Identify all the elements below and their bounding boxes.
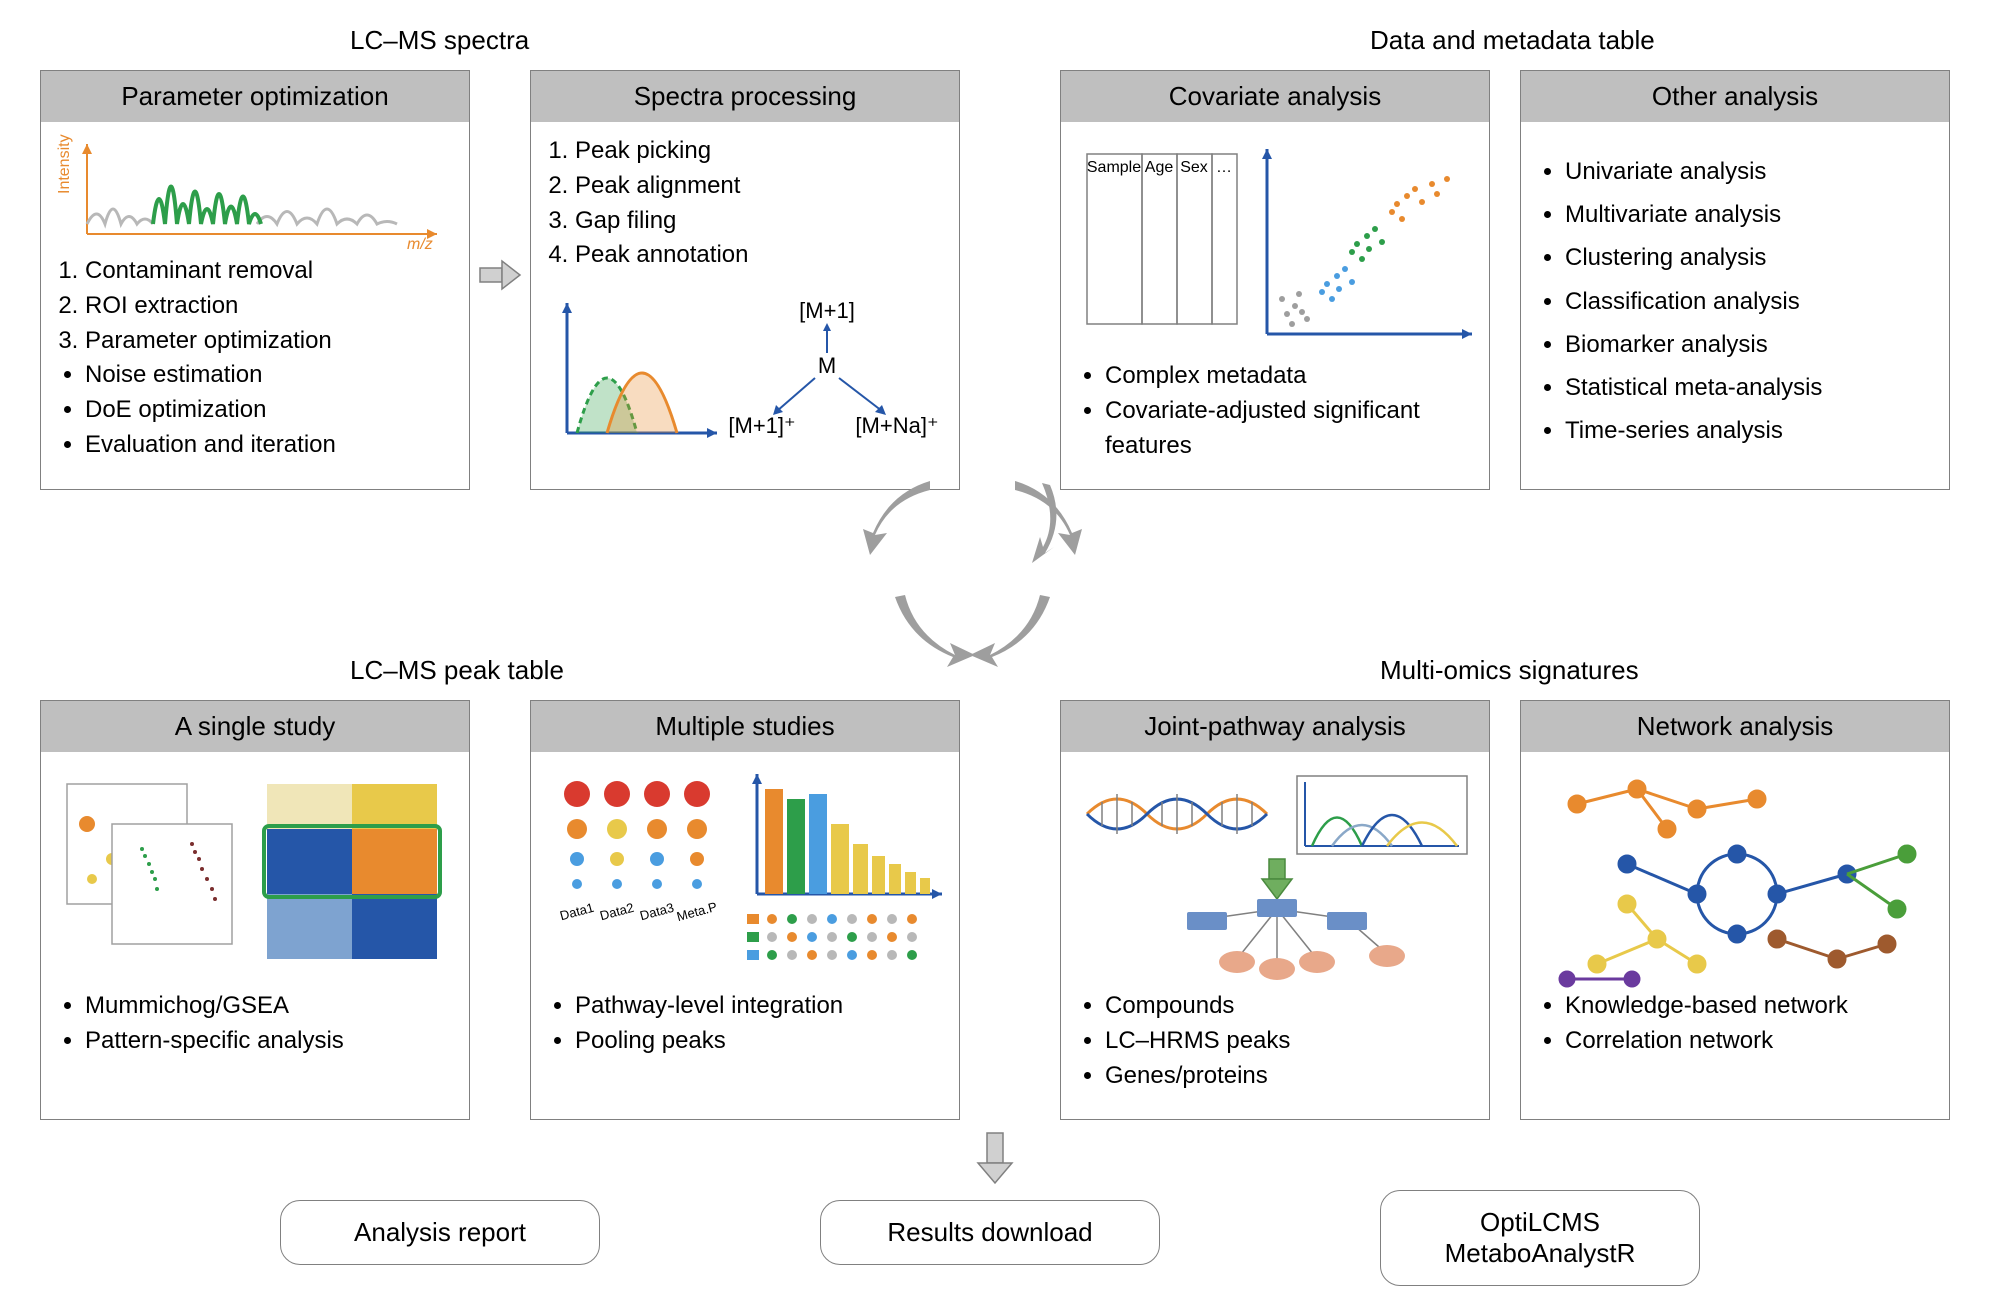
output-analysis-report: Analysis report	[280, 1200, 600, 1265]
other-bullets: Univariate analysis Multivariate analysi…	[1565, 150, 1933, 452]
panel-header: Covariate analysis	[1061, 71, 1489, 122]
panel-header: Other analysis	[1521, 71, 1949, 122]
panel-header: A single study	[41, 701, 469, 752]
svg-text:M: M	[818, 353, 836, 378]
svg-text:Data3: Data3	[638, 900, 675, 923]
spectrum-plot: Intensity m/z	[57, 134, 453, 254]
multiple-bullets: Pathway-level integration Pooling peaks	[575, 989, 943, 1059]
network-bullets: Knowledge-based network Correlation netw…	[1565, 989, 1933, 1059]
svg-text:Data2: Data2	[598, 900, 635, 923]
param-opt-sublist: Noise estimation DoE optimization Evalua…	[85, 358, 453, 462]
covariate-bullets: Complex metadata Covariate-adjusted sign…	[1105, 359, 1473, 463]
output-results-download: Results download	[820, 1200, 1160, 1265]
panel-body: Knowledge-based network Correlation netw…	[1521, 752, 1949, 1075]
panel-header: Parameter optimization	[41, 71, 469, 122]
panel-joint-pathway: Joint-pathway analysis	[1060, 700, 1490, 1120]
panel-body: Mummichog/GSEA Pattern-specific analysis	[41, 752, 469, 1075]
single-study-vis	[57, 764, 453, 989]
svg-text:Data1: Data1	[558, 900, 595, 923]
panel-body: Data1 Data2 Data3 Meta.P	[531, 752, 959, 1075]
panel-spectra-processing: Spectra processing Peak picking Peak ali…	[530, 70, 960, 490]
cycle-arrows	[820, 475, 1170, 705]
spectra-vis: M [M+1] [M+1]⁺ [M+Na]⁺	[547, 283, 943, 453]
svg-text:Sample: Sample	[1087, 159, 1141, 176]
panel-multiple-studies: Multiple studies Data1 Data2 Data3 Meta.…	[530, 700, 960, 1120]
section-lcms-peak: LC–MS peak table	[350, 655, 564, 686]
param-opt-list: Contaminant removal ROI extraction Param…	[85, 254, 453, 358]
section-data-metadata: Data and metadata table	[1370, 25, 1655, 56]
panel-body: Compounds LC–HRMS peaks Genes/proteins	[1061, 752, 1489, 1109]
svg-text:[M+Na]⁺: [M+Na]⁺	[855, 413, 938, 438]
panel-header: Multiple studies	[531, 701, 959, 752]
panel-other: Other analysis Univariate analysis Multi…	[1520, 70, 1950, 490]
panel-header: Joint-pathway analysis	[1061, 701, 1489, 752]
spectra-list: Peak picking Peak alignment Gap filing P…	[575, 134, 943, 273]
panel-body: Univariate analysis Multivariate analysi…	[1521, 122, 1949, 468]
panel-body: Sample Age Sex … Complex metadata Covari	[1061, 122, 1489, 479]
svg-text:Sex: Sex	[1180, 159, 1208, 176]
panel-body: Peak picking Peak alignment Gap filing P…	[531, 122, 959, 469]
panel-network: Network analysis	[1520, 700, 1950, 1120]
svg-text:Age: Age	[1145, 159, 1174, 176]
arrow-down-outputs	[970, 1128, 1020, 1188]
panel-header: Spectra processing	[531, 71, 959, 122]
output-packages: OptiLCMS MetaboAnalystR	[1380, 1190, 1700, 1286]
panel-body: Intensity m/z Contaminant removal ROI ex…	[41, 122, 469, 479]
svg-text:[M+1]⁺: [M+1]⁺	[728, 413, 795, 438]
svg-text:Meta.P: Meta.P	[675, 899, 719, 924]
arrow-right-1	[475, 255, 525, 295]
network-vis	[1537, 764, 1933, 989]
single-bullets: Mummichog/GSEA Pattern-specific analysis	[85, 989, 453, 1059]
section-multi-omics: Multi-omics signatures	[1380, 655, 1639, 686]
svg-text:m/z: m/z	[407, 236, 433, 253]
joint-bullets: Compounds LC–HRMS peaks Genes/proteins	[1105, 989, 1473, 1093]
panel-header: Network analysis	[1521, 701, 1949, 752]
multiple-vis: Data1 Data2 Data3 Meta.P	[547, 764, 943, 989]
panel-parameter-optimization: Parameter optimization Intensity m/z Con…	[40, 70, 470, 490]
section-lcms-spectra: LC–MS spectra	[350, 25, 529, 56]
svg-text:[M+1]: [M+1]	[799, 298, 855, 323]
panel-single-study: A single study Mummichog/GSEA	[40, 700, 470, 1120]
svg-text:Intensity: Intensity	[57, 134, 73, 194]
joint-vis	[1077, 764, 1473, 989]
panel-covariate: Covariate analysis Sample Age Sex …	[1060, 70, 1490, 490]
svg-text:…: …	[1216, 159, 1232, 176]
covariate-vis: Sample Age Sex …	[1077, 134, 1473, 359]
